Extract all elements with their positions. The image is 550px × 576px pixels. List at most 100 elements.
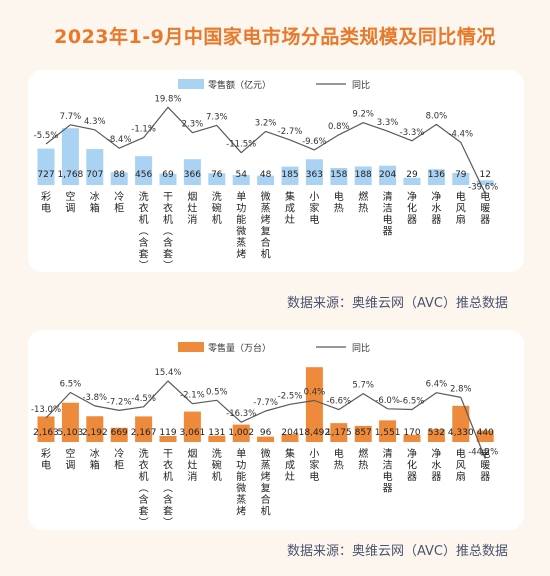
category-label: 集成灶 [285,447,295,483]
category-label: 小家电 [309,191,319,226]
yoy-label: -2.7% [278,127,303,137]
yoy-label: 2.8% [450,384,472,394]
yoy-label: -44.2% [468,447,498,457]
bar-value-label: 440 [477,428,494,438]
category-label: 冷柜 [114,190,124,215]
bar [354,166,372,185]
yoy-label: 7.3% [206,112,228,122]
yoy-label: 0.4% [304,387,326,397]
bar [159,173,177,185]
category-label: 燃热 [358,447,368,472]
bar-value-label: 3,061 [180,428,206,438]
bar-value-label: 857 [355,428,372,438]
category-label: 净化器 [407,447,417,483]
bar [61,128,79,185]
yoy-label: -2.5% [278,391,303,401]
yoy-label: -6.0% [375,396,400,406]
category-label: 单功能微蒸烤 [236,191,246,261]
bar-value-label: 136 [428,170,445,180]
bar-value-label: 12 [479,170,490,180]
category-label: 电暖器 [480,447,490,483]
category-label: 洗碗机 [212,448,222,483]
bar-value-label: 188 [355,170,372,180]
source-note-1: 数据来源：奥维云网（AVC）推总数据 [286,296,508,311]
bar [135,416,153,442]
category-label: 单功能微蒸烤 [236,448,246,518]
yoy-label: -7.7% [253,398,278,408]
bar [403,177,421,185]
yoy-label: 3.2% [255,118,277,128]
bar [476,430,494,442]
yoy-label: -9.6% [302,137,327,147]
bar [110,427,128,442]
yoy-label: 9.2% [352,110,374,120]
category-label: 冷柜 [114,447,124,472]
bar [354,425,372,442]
category-label: 空调 [65,190,75,215]
yoy-label: -16.3% [226,409,256,419]
yoy-label: -3.3% [400,128,425,138]
bar-value-label: 366 [184,170,201,180]
category-label: 电风扇 [456,447,466,483]
category-label: 电暖器 [480,190,490,226]
bar [135,156,153,185]
yoy-line [45,380,486,459]
bar-value-label: 29 [406,170,418,180]
category-label: 微蒸烤复合机 [261,190,271,261]
bar-value-label: 79 [455,170,467,180]
category-label: 冰箱 [90,190,100,215]
bar-value-label: 96 [260,428,272,438]
yoy-label: -39.6% [468,182,498,192]
bar-value-label: 5,103 [58,428,84,438]
category-label: 清洁电器 [383,190,393,238]
category-label: 烟灶消 [187,190,197,226]
bar [305,159,323,185]
category-label: 净化器 [407,190,417,226]
bar-value-label: 69 [162,170,174,180]
yoy-label: 2.3% [182,120,204,130]
bar-value-label: 204 [379,170,396,180]
yoy-label: 7.7% [60,112,82,122]
bar-value-label: 131 [208,428,225,438]
bar [183,159,201,185]
yoy-label: 3.3% [377,118,399,128]
bar-value-label: 363 [306,170,323,180]
bar [476,180,494,185]
legend-bar-label: 零售量（万台） [208,342,271,354]
category-label: 电热 [334,447,344,472]
bar-value-label: 1,002 [228,428,254,438]
bar [281,166,299,185]
yoy-label: -6.5% [400,396,425,406]
yoy-label: -6.6% [326,397,351,407]
bar-value-label: 707 [86,170,103,180]
yoy-label: 19.8% [154,94,181,104]
bar [281,434,299,442]
bar [379,165,397,185]
bar [452,405,470,442]
bar [110,172,128,185]
yoy-label: -5.5% [34,131,59,141]
bar [403,434,421,442]
legend-bar-swatch [178,342,204,352]
yoy-label: -4.5% [131,394,156,404]
bar [379,420,397,442]
bar-value-label: 727 [37,170,54,180]
category-label: 洗衣机︵含套︶ [139,448,149,529]
bar [330,423,348,442]
bar-value-label: 48 [260,170,272,180]
bar [61,402,79,442]
category-label: 烟灶消 [187,447,197,483]
category-label: 净水器 [431,190,441,226]
retail-sales-panel: 零售额（亿元） 同比 -5.5% 7.7% 4.3% -8.4% -1.1% 19.8% 2.3… [28,70,524,272]
bar [208,173,226,185]
yoy-label: 5.7% [352,381,374,391]
category-label: 洗衣机︵含套︶ [139,191,149,272]
page-title: 2023年1-9月中国家电市场分品类规模及同比情况 [54,26,496,48]
bar-value-label: 532 [428,428,445,438]
bar [208,435,226,442]
bar [452,173,470,185]
yoy-label: -2.1% [180,391,205,401]
retail-volume-chart: 零售量（万台） 同比 -13.0% 6.5%-3.8% -7.2% -4.5% 15.4% -… [31,342,498,529]
legend-line-label: 同比 [352,79,370,91]
bar-value-label: 1,551 [375,428,401,438]
